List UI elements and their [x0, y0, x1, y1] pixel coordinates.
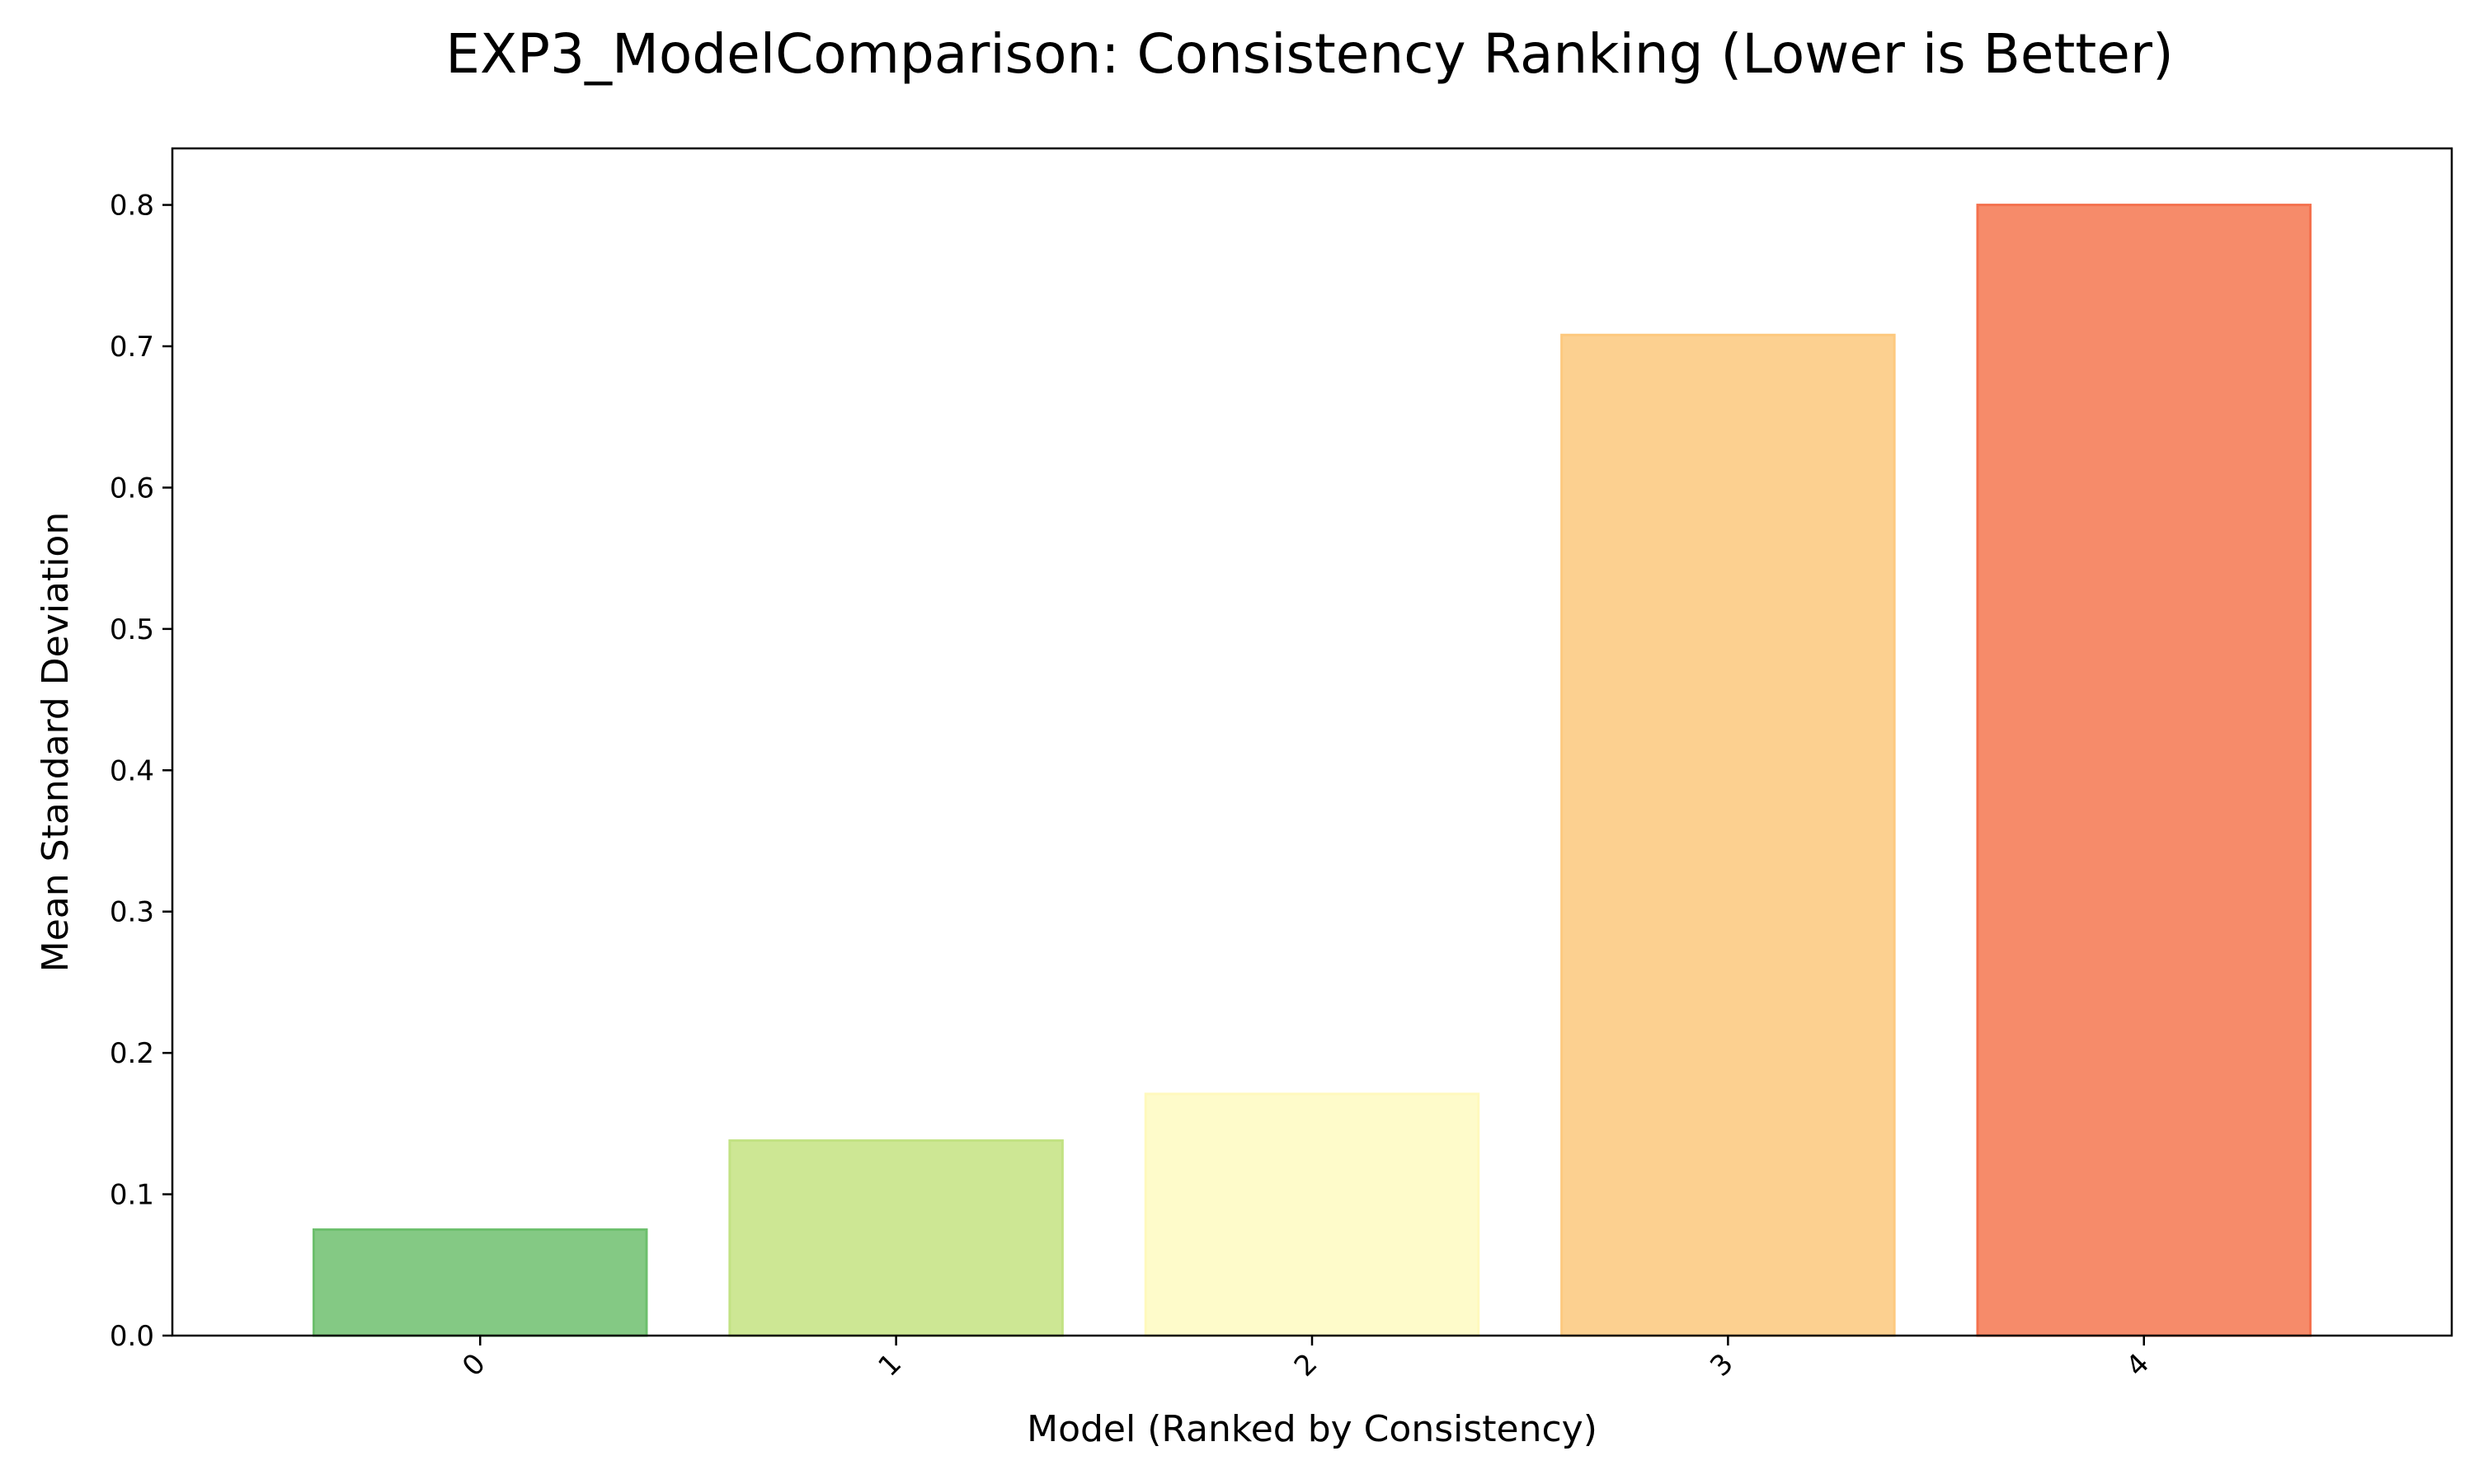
bar-1: [728, 1139, 1064, 1337]
chart-title: EXP3_ModelComparison: Consistency Rankin…: [445, 22, 2174, 86]
y-tick-label: 0.2: [110, 1037, 154, 1070]
y-tick-label: 0.6: [110, 472, 154, 505]
y-axis: 0.0 0.1 0.2 0.3 0.4 0.5 0.6 0.7 0.8: [110, 190, 172, 1353]
y-tick-label: 0.5: [110, 613, 154, 646]
y-tick-label: 0.7: [110, 331, 154, 364]
y-tick-label: 0.4: [110, 754, 154, 787]
x-tick-label: 2: [1288, 1347, 1324, 1383]
bar-2: [1144, 1092, 1480, 1337]
y-tick-label: 0.1: [110, 1179, 154, 1212]
bars-group: [312, 204, 2312, 1337]
y-tick-label: 0.0: [110, 1320, 154, 1353]
x-axis-label: Model (Ranked by Consistency): [1027, 1408, 1597, 1450]
x-tick-label: 1: [872, 1347, 908, 1383]
x-tick-label: 4: [2120, 1347, 2157, 1383]
bar-4: [1976, 204, 2312, 1337]
bar-3: [1560, 333, 1896, 1337]
y-axis-label: Mean Standard Deviation: [35, 512, 77, 973]
x-tick-label: 0: [456, 1347, 492, 1383]
bar-0: [312, 1228, 648, 1337]
x-axis: 0 1 2 3 4: [456, 1336, 2156, 1383]
y-tick-label: 0.8: [110, 190, 154, 223]
x-tick-label: 3: [1704, 1347, 1740, 1383]
y-tick-label: 0.3: [110, 896, 154, 929]
